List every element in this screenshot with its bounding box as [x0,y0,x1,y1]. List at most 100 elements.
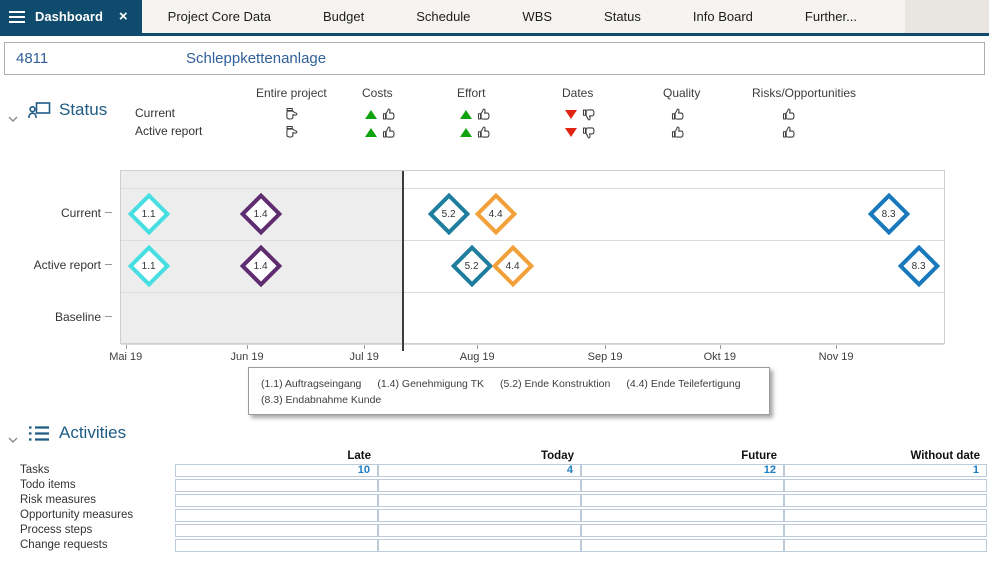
trend-up-icon [365,109,377,119]
thumb-neutral-icon [284,125,299,140]
trend-up-icon [460,127,472,137]
status-title: Status [59,100,108,119]
status-row-label: Current [135,106,176,120]
table-row-tasks: Tasks 10 4 12 1 [1,464,987,477]
today-line [402,171,405,351]
value-cell-risk-measures-late [175,494,378,507]
chart-row-label-baseline: Baseline [0,308,112,326]
thumb-up-icon [382,107,397,122]
status-section-icon [28,101,51,124]
row-label: Change requests [20,539,108,551]
row-tick [105,316,112,318]
col-header-late: Late [347,450,371,462]
legend-item: (1.1) Auftragseingang [261,378,362,390]
status-col-header-costs: Costs [362,86,393,100]
status-entire-project-active-report [256,123,362,141]
axis-label: Aug 19 [459,351,495,363]
axis-tick [719,344,721,349]
tab-schedule[interactable]: Schedule [416,9,471,24]
milestone-number: 1.4 [253,260,268,272]
value-cell-opportunity-measures-without-date [784,509,987,522]
status-risks-opportunities-current [752,105,922,123]
value-cell-change-requests-late [175,539,378,552]
legend-item: (4.4) Ende Teilefertigung [626,378,741,390]
tab-info-board[interactable]: Info Board [692,9,753,24]
project-name: Schleppkettenanlage [186,50,327,67]
value-cell-process-steps-late [175,524,378,537]
value-cell-risk-measures-future [581,494,784,507]
value-cell-process-steps-without-date [784,524,987,537]
value-cell-tasks-today[interactable]: 4 [378,464,581,477]
value-cell-opportunity-measures-future [581,509,784,522]
tab-dashboard[interactable]: Dashboard × [0,0,142,33]
tab-dashboard-label: Dashboard [35,9,103,24]
value-cell-tasks-future[interactable]: 12 [581,464,784,477]
table-row-change-requests: Change requests [1,539,987,552]
milestone-number: 5.2 [465,260,480,272]
status-col-header-effort: Effort [457,86,486,100]
value-cell-change-requests-future [581,539,784,552]
milestone-number: 1.1 [142,260,156,272]
value-cell-todo-items-without-date [784,479,987,492]
thumb-neutral-icon [284,107,299,122]
value-cell-risk-measures-without-date [784,494,987,507]
value-cell-tasks-late[interactable]: 10 [175,464,378,477]
status-columns: Entire project Costs Effort Dates Quality Ris… [256,86,922,141]
axis-label: Jul 19 [349,351,379,363]
chart-band-baseline [121,293,944,345]
activities-collapse-chevron-icon[interactable] [8,431,18,449]
legend-line: (8.3) Endabnahme Kunde [261,392,757,408]
axis-tick [125,344,127,349]
tab-status[interactable]: Status [604,9,641,24]
milestone-number: 4.4 [489,208,504,220]
status-col-header-dates: Dates [562,86,594,100]
axis-label: Jun 19 [230,351,264,363]
activities-table: Tasks 10 4 12 1 Todo items Risk measures Opport… [1,464,987,554]
axis-label: Sep 19 [587,351,623,363]
status-entire-project-current [256,105,362,123]
value-cell-todo-items-late [175,479,378,492]
close-tab-icon[interactable]: × [118,8,128,25]
table-row-todo-items: Todo items [1,479,987,492]
menu-icon[interactable] [9,8,25,26]
col-header-without-date: Without date [910,450,980,462]
milestone-number: 5.2 [441,208,456,220]
tab-further[interactable]: Further... [804,9,857,24]
row-label: Todo items [20,479,76,491]
trend-down-icon [565,109,577,119]
project-header: 4811 Schleppkettenanlage [4,42,985,75]
thumb-up-icon [782,107,797,122]
row-label: Risk measures [20,494,97,506]
status-col-header-entire-project: Entire project [256,86,327,100]
tab-wbs[interactable]: WBS [522,9,553,24]
legend-item: (1.4) Genehmigung TK [377,378,485,390]
status-row-labels: Current Active report [135,104,202,140]
tab-project-core-data[interactable]: Project Core Data [167,9,271,24]
trend-up-icon [460,109,472,119]
milestone-number: 1.4 [253,208,268,220]
axis-tick [247,344,249,349]
axis-tick [836,344,838,349]
col-header-future: Future [741,450,777,462]
col-header-today: Today [540,450,574,462]
trend-down-icon [565,127,577,137]
milestone-number: 4.4 [505,260,520,272]
value-cell-todo-items-future [581,479,784,492]
value-cell-tasks-without-date[interactable]: 1 [784,464,987,477]
tab-budget[interactable]: Budget [323,9,365,24]
status-costs-active-report [362,123,457,141]
value-cell-risk-measures-today [378,494,581,507]
table-row-risk-measures: Risk measures [1,494,987,507]
chart-band-current [121,189,944,241]
header-spacer [1,450,175,462]
legend-item: (5.2) Ende Konstruktion [500,378,611,390]
value-cell-process-steps-future [581,524,784,537]
status-collapse-chevron-icon[interactable] [8,110,18,128]
milestone-chart: 1.1 1.1 1.4 1.4 5.2 5.2 4.4 4.4 8.3 8.3 Current Ac… [0,170,989,370]
value-cell-opportunity-measures-late [175,509,378,522]
status-dates-active-report [562,123,663,141]
status-risks-opportunities-active-report [752,123,922,141]
axis-tick [477,344,479,349]
activities-list-icon [28,424,50,448]
row-label: Tasks [20,464,50,476]
